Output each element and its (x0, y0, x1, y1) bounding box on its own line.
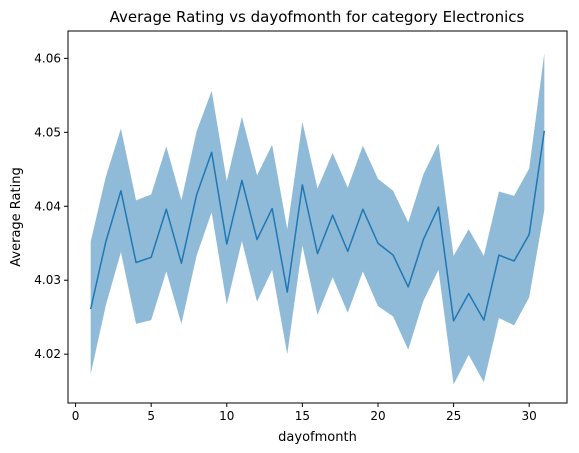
x-tick-label: 10 (219, 409, 234, 423)
chart-title: Average Rating vs dayofmonth for categor… (110, 8, 525, 26)
y-tick-label: 4.05 (34, 125, 61, 139)
y-tick-label: 4.04 (34, 199, 61, 213)
x-tick-label: 20 (370, 409, 385, 423)
confidence-band (90, 53, 545, 385)
mean-line (89, 130, 546, 322)
x-tick-label: 30 (522, 409, 537, 423)
axes-frame (67, 30, 568, 404)
y-axis-label: Average Rating (9, 167, 24, 266)
plot-area (89, 53, 546, 385)
y-axis-ticks: 4.02 4.03 4.04 4.05 4.06 (34, 51, 68, 361)
y-tick-label: 4.02 (34, 347, 61, 361)
y-tick-label: 4.03 (34, 273, 61, 287)
x-axis-ticks: 0 5 10 15 20 25 30 (72, 403, 537, 423)
x-tick-label: 15 (295, 409, 310, 423)
x-tick-label: 0 (72, 409, 80, 423)
x-tick-label: 25 (446, 409, 461, 423)
x-tick-label: 5 (147, 409, 155, 423)
x-axis-label: dayofmonth (278, 430, 357, 445)
y-tick-label: 4.06 (34, 51, 61, 65)
